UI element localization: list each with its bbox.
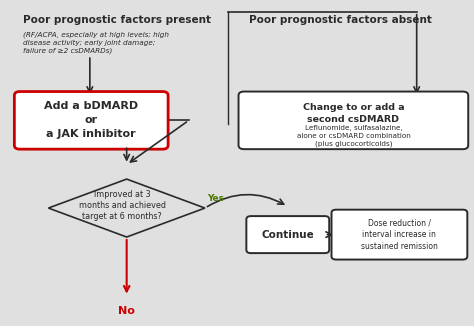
Text: Poor prognostic factors present: Poor prognostic factors present <box>24 15 211 25</box>
Text: Yes: Yes <box>207 194 224 203</box>
Text: Add a bDMARD
or
a JAK inhibitor: Add a bDMARD or a JAK inhibitor <box>44 101 138 139</box>
Text: Change to or add a
second csDMARD: Change to or add a second csDMARD <box>302 103 404 124</box>
Text: Leflunomide, sulfasalazine,
alone or csDMARD combination
(plus glucocorticoids): Leflunomide, sulfasalazine, alone or csD… <box>297 125 410 147</box>
Text: Poor prognostic factors absent: Poor prognostic factors absent <box>249 15 432 25</box>
Text: Dose reduction /
interval increase in
sustained remission: Dose reduction / interval increase in su… <box>361 218 438 251</box>
FancyBboxPatch shape <box>246 216 329 253</box>
Text: (RF/ACPA, especially at high levels; high
disease activity; early joint damage;
: (RF/ACPA, especially at high levels; hig… <box>23 31 169 54</box>
FancyBboxPatch shape <box>14 92 168 149</box>
Text: Improved at 3
months and achieved
target at 6 months?: Improved at 3 months and achieved target… <box>79 189 165 221</box>
FancyBboxPatch shape <box>238 92 468 149</box>
Text: Continue: Continue <box>262 230 314 240</box>
FancyBboxPatch shape <box>331 210 467 259</box>
Text: No: No <box>118 306 135 316</box>
Polygon shape <box>48 179 205 237</box>
